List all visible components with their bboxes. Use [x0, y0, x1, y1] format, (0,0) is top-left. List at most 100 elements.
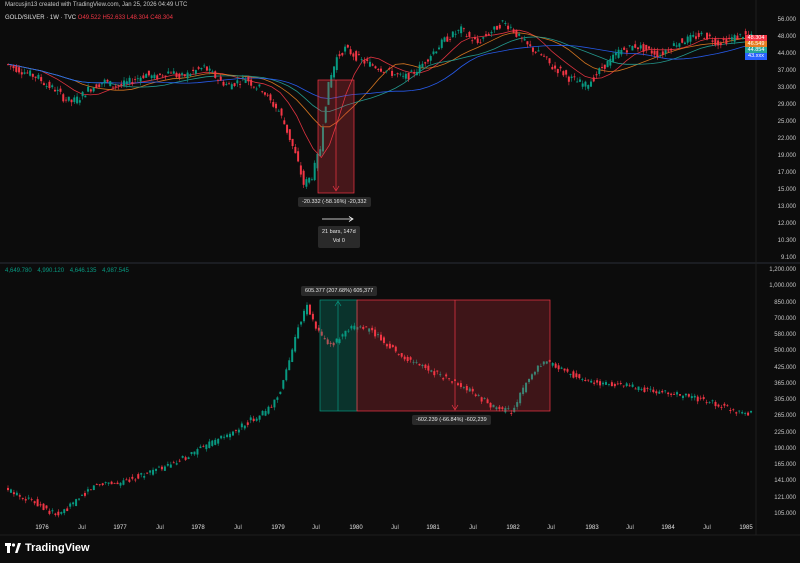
candle-body [15, 66, 18, 72]
candle-body [683, 42, 686, 45]
candle-body [9, 489, 12, 493]
candle-body [658, 391, 661, 394]
candle-body [380, 334, 382, 341]
candle-body [255, 418, 258, 421]
candle-body [110, 481, 113, 485]
candle-body [160, 466, 163, 470]
candle-body [523, 39, 526, 41]
candle-body [529, 44, 532, 46]
candle-body [183, 74, 186, 77]
candle-body [57, 511, 60, 516]
candle-body [134, 479, 137, 481]
candle-body [341, 334, 344, 337]
candle-body [468, 388, 471, 392]
candle-body [48, 510, 51, 514]
candle-body [562, 71, 565, 76]
candle-body [407, 72, 410, 80]
candle-body [228, 83, 231, 85]
candle-body [404, 73, 407, 79]
candle-body [368, 61, 371, 67]
candle-body [462, 387, 465, 389]
candle-body [593, 382, 596, 384]
candle-body [702, 397, 705, 400]
candle-body [454, 33, 457, 35]
candle-body [696, 396, 699, 402]
candle-body [128, 77, 131, 83]
candle-body [536, 365, 539, 372]
candle-body [338, 54, 341, 57]
candle-body [471, 40, 474, 42]
candle-body [27, 497, 30, 499]
candle-body [486, 399, 489, 404]
candle-body [279, 391, 282, 395]
candle-body [609, 58, 612, 66]
candle-body [590, 380, 593, 383]
candle-body [181, 73, 184, 75]
candle-body [305, 304, 308, 315]
candle-body [642, 44, 645, 52]
candle-body [313, 162, 316, 181]
candle-body [264, 410, 267, 416]
candle-body [645, 44, 648, 50]
candle-body [189, 74, 192, 77]
symbol-info[interactable]: GOLD/SILVER · 1W · TVC O49.522 H52.633 L… [5, 15, 173, 21]
candle-body [492, 404, 495, 408]
candle-body [156, 75, 159, 80]
candle-body [730, 37, 733, 40]
y-tick-bottom: 305.000 [774, 397, 796, 404]
candle-body [155, 468, 158, 471]
candle-body [636, 47, 639, 50]
price-tag: 46.549 [745, 41, 767, 48]
candle-body [648, 46, 651, 49]
y-tick-top: 22.000 [777, 136, 796, 142]
candle-body [200, 67, 203, 70]
candle-body [706, 32, 709, 40]
measure-up-label: 605.377 (207.68%) 605,377 [301, 286, 378, 296]
candle-body [54, 513, 57, 515]
bars-arrowhead [348, 216, 354, 222]
candle-body [111, 86, 114, 88]
candle-body [280, 108, 283, 116]
candle-body [703, 38, 706, 40]
candle-body [15, 492, 18, 496]
candle-body [181, 456, 184, 458]
candle-body [371, 64, 374, 66]
candle-body [433, 371, 436, 376]
candle-body [184, 457, 187, 460]
candle-body [699, 397, 702, 399]
candle-body [736, 35, 739, 40]
candle-body [560, 367, 563, 369]
candle-body [326, 339, 329, 345]
candle-body [418, 64, 421, 73]
candle-body [24, 499, 27, 501]
x-tick: Jul [156, 525, 164, 531]
candle-body [507, 25, 510, 30]
candle-body [333, 66, 336, 78]
candle-body [415, 71, 418, 76]
candle-body [576, 81, 579, 83]
x-tick: Jul [626, 525, 634, 531]
tradingview-logo[interactable]: TradingView [5, 542, 90, 554]
candle-body [7, 64, 9, 65]
candle-body [269, 94, 272, 101]
y-tick-bottom: 850.000 [774, 299, 796, 306]
candle-body [172, 71, 175, 74]
candle-body [690, 396, 693, 399]
x-tick: Jul [391, 525, 399, 531]
candle-body [388, 68, 391, 69]
candle-body [128, 479, 131, 482]
candle-body [166, 463, 169, 466]
candle-body [45, 505, 48, 509]
candle-body [451, 31, 454, 38]
candle-body [427, 365, 430, 371]
candle-body [40, 77, 43, 82]
candle-body [276, 397, 279, 400]
candle-body [592, 77, 595, 82]
candle-body [603, 64, 606, 69]
candle-body [302, 170, 305, 185]
candle-body [477, 395, 480, 397]
ohlc-low: L48.304 [126, 15, 149, 21]
candle-body [599, 381, 602, 386]
candle-body [625, 50, 628, 53]
candle-body [634, 388, 637, 390]
